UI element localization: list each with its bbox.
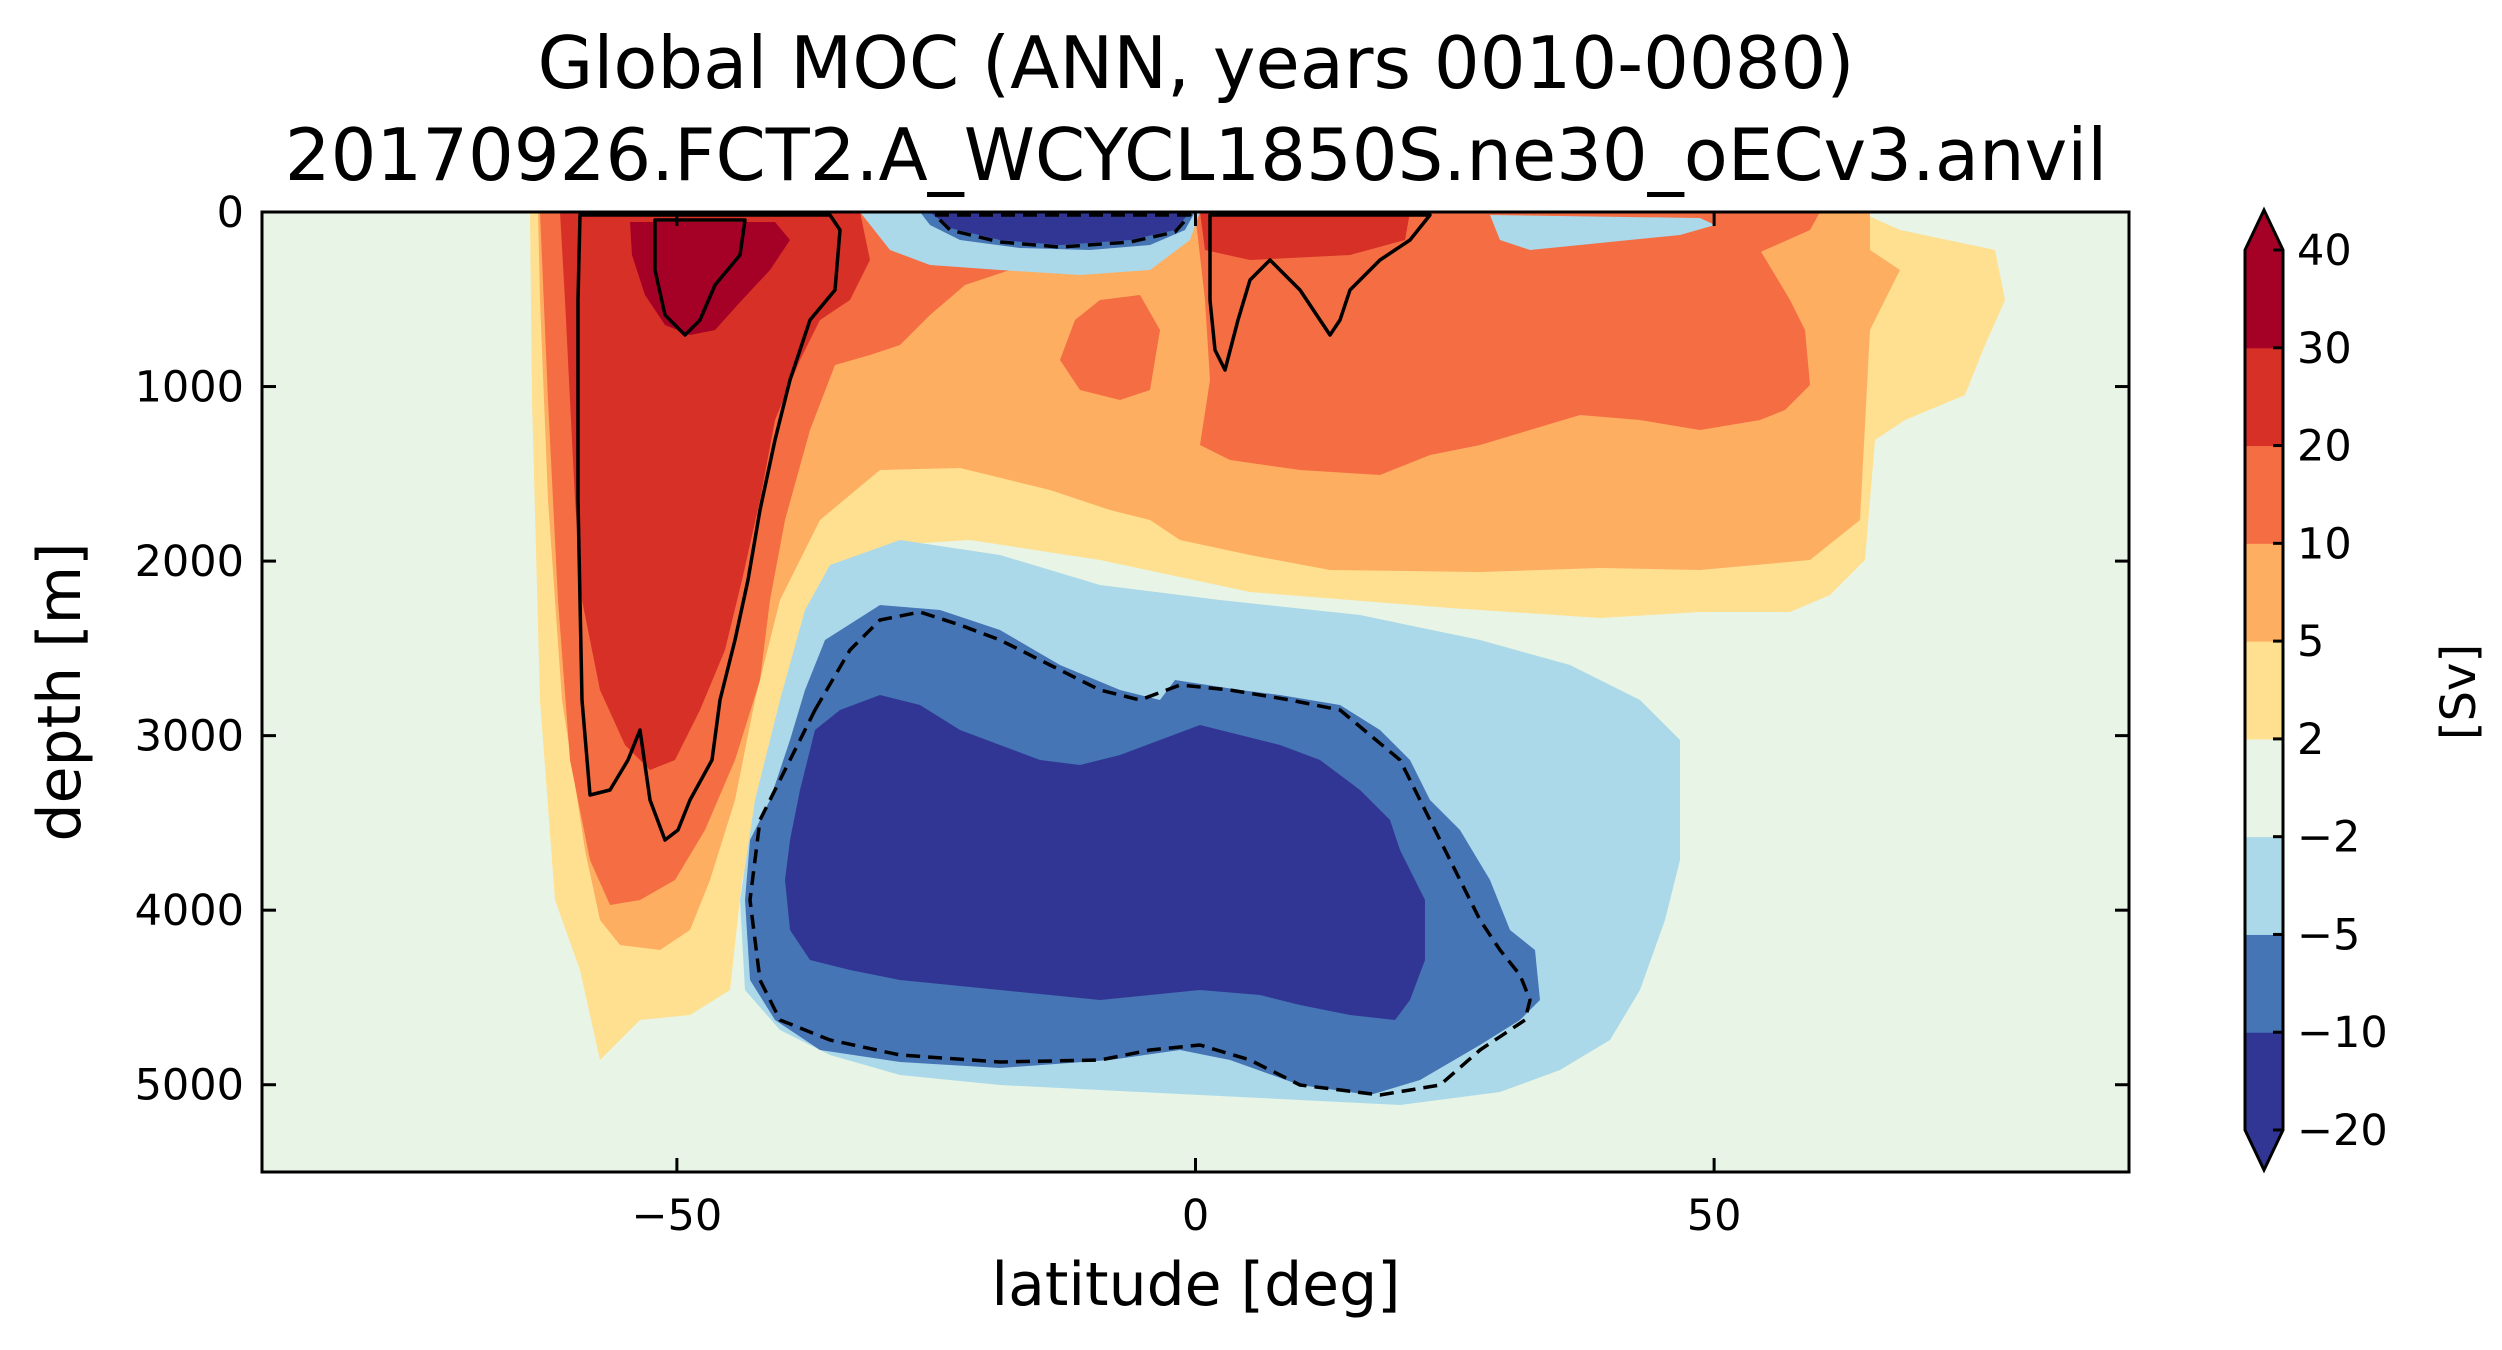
colorbar-tick-label: −2 (2297, 813, 2360, 863)
colorbar-tick-label: 5 (2297, 617, 2324, 667)
x-axis-label: latitude [deg] (991, 1250, 1400, 1320)
y-axis-ticks: 0 1000 2000 3000 4000 5000 (135, 188, 2129, 1111)
contour-band-minus-10-sv (785, 695, 1425, 1020)
contour-line-20-sv (1208, 213, 1432, 372)
plot-area (262, 212, 2129, 1172)
colorbar-tick-label: −5 (2297, 910, 2360, 960)
colorbar-tick-label: 40 (2297, 226, 2352, 276)
contour-band-10-sv (1060, 295, 1160, 400)
colorbar-band (2245, 543, 2283, 642)
y-axis-label: depth [m] (25, 543, 95, 842)
colorbar-tick-label: 20 (2297, 422, 2352, 472)
colorbar-label: [Sv] (2431, 644, 2487, 740)
y-tick-label: 4000 (135, 886, 244, 936)
chart-subtitle: 20170926.FCT2.A_WCYCL1850S.ne30_oECv3.an… (285, 113, 2107, 197)
chart-title: Global MOC (ANN, years 0010-0080) (538, 21, 1855, 105)
x-tick-label: 0 (1182, 1191, 1209, 1241)
colorbar-band (2245, 641, 2283, 740)
x-axis-ticks: −50 0 50 (632, 212, 1742, 1241)
colorbar-band (2245, 445, 2283, 544)
colorbar-tick-label: 2 (2297, 715, 2324, 765)
colorbar: −20 −10 −5 −2 2 5 10 20 30 40 (2243, 206, 2388, 1174)
y-tick-label: 1000 (135, 363, 244, 413)
colorbar-band (2245, 347, 2283, 447)
contour-band-30-sv (630, 222, 790, 335)
colorbar-band (2245, 836, 2283, 935)
colorbar-tick-label: −20 (2297, 1106, 2388, 1156)
colorbar-tick-label: 30 (2297, 324, 2352, 374)
colorbar-band (2245, 738, 2283, 838)
contour-line-minus-10-sv (933, 213, 1192, 249)
colorbar-band (2245, 250, 2283, 349)
colorbar-band (2245, 1032, 2283, 1131)
contour-band-20-sv (560, 212, 870, 770)
contour-band-minus-10-sv (930, 212, 1190, 245)
contour-band-10-sv (1195, 212, 1810, 475)
y-tick-label: 5000 (135, 1061, 244, 1111)
y-tick-label: 0 (217, 188, 244, 238)
colorbar-tick-label: 10 (2297, 519, 2352, 569)
colorbar-band (2245, 934, 2283, 1033)
x-tick-label: 50 (1687, 1191, 1742, 1241)
x-tick-label: −50 (632, 1191, 723, 1241)
contour-line-30-sv (653, 218, 747, 337)
contour-line-20-sv (576, 213, 842, 842)
contour-line-minus-10-sv (748, 610, 1532, 1097)
colorbar-extend-max (2245, 210, 2283, 250)
colorbar-extend-min (2245, 1130, 2283, 1170)
y-tick-label: 3000 (135, 712, 244, 762)
colorbar-tick-label: −10 (2297, 1008, 2388, 1058)
y-tick-label: 2000 (135, 537, 244, 587)
contour-band-minus-2-sv (1490, 215, 1715, 250)
contour-band-20-sv (1200, 212, 1410, 260)
